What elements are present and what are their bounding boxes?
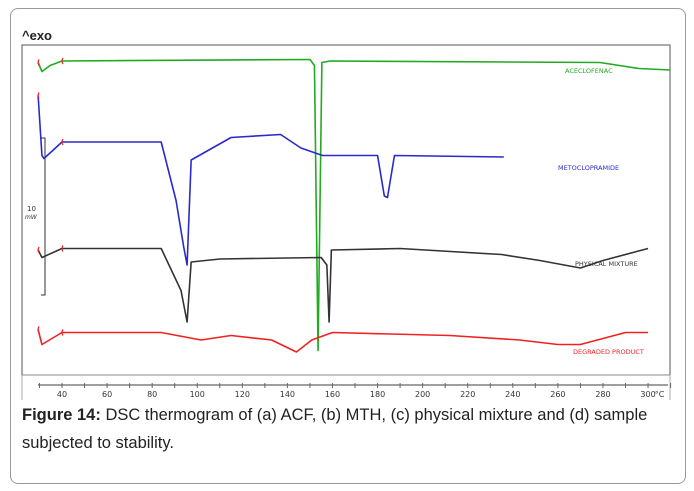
series-marker xyxy=(37,246,40,254)
x-tick-label: 240 xyxy=(505,390,520,399)
figure-frame xyxy=(10,8,686,484)
dsc-chart: ^exo 40 60 80 100 120 140 160 180 200 220 240 260 280… xyxy=(21,28,672,400)
x-tick-label: 200 xyxy=(415,390,430,399)
legend-label-metoclopramide: METOCLOPRAMIDE xyxy=(558,164,619,172)
x-tick-label: 180 xyxy=(370,390,385,399)
scale-bar xyxy=(41,137,46,296)
x-tick-label: 140 xyxy=(280,390,295,399)
x-tick-label: 100 xyxy=(190,390,205,399)
x-tick-label: 40 xyxy=(57,390,67,399)
x-axis-unit: °C xyxy=(655,390,665,399)
series-marker xyxy=(37,59,40,66)
x-tick-label: 220 xyxy=(460,390,475,399)
series-aceclofenac xyxy=(37,58,670,352)
x-axis-box xyxy=(21,374,671,400)
series-metoclopramide xyxy=(37,95,504,266)
scale-bar-value: 10 xyxy=(27,205,36,213)
series-physical-mixture xyxy=(37,247,649,323)
plot-area xyxy=(21,44,671,376)
series-degraded-product xyxy=(37,329,649,353)
series-marker xyxy=(61,57,64,65)
x-tick-label: 300 xyxy=(640,390,655,399)
caption-label: Figure 14: xyxy=(22,406,101,424)
x-tick-label: 260 xyxy=(550,390,565,399)
series-marker xyxy=(37,326,40,333)
legend-label-aceclofenac: ACECLOFENAC xyxy=(565,67,613,75)
chart-title: ^exo xyxy=(22,28,52,43)
legend-label-physical-mixture: PHYSICAL MIXTURE xyxy=(575,260,638,268)
series-marker xyxy=(61,245,64,252)
series-marker xyxy=(37,92,40,99)
legend-label-degraded-product: DEGRADED PRODUCT xyxy=(573,348,644,356)
x-tick-label: 160 xyxy=(325,390,340,399)
x-tick-label: 80 xyxy=(147,390,157,399)
x-tick-label: 60 xyxy=(102,390,112,399)
caption-text: DSC thermogram of (a) ACF, (b) MTH, (c) … xyxy=(22,406,648,452)
x-tick-label: 120 xyxy=(235,390,250,399)
series-marker xyxy=(61,138,64,146)
series-marker xyxy=(61,329,64,336)
x-tick-label: 280 xyxy=(595,390,610,399)
figure-caption: Figure 14: DSC thermogram of (a) ACF, (b… xyxy=(22,401,682,457)
scale-bar-unit: mW xyxy=(25,214,38,221)
